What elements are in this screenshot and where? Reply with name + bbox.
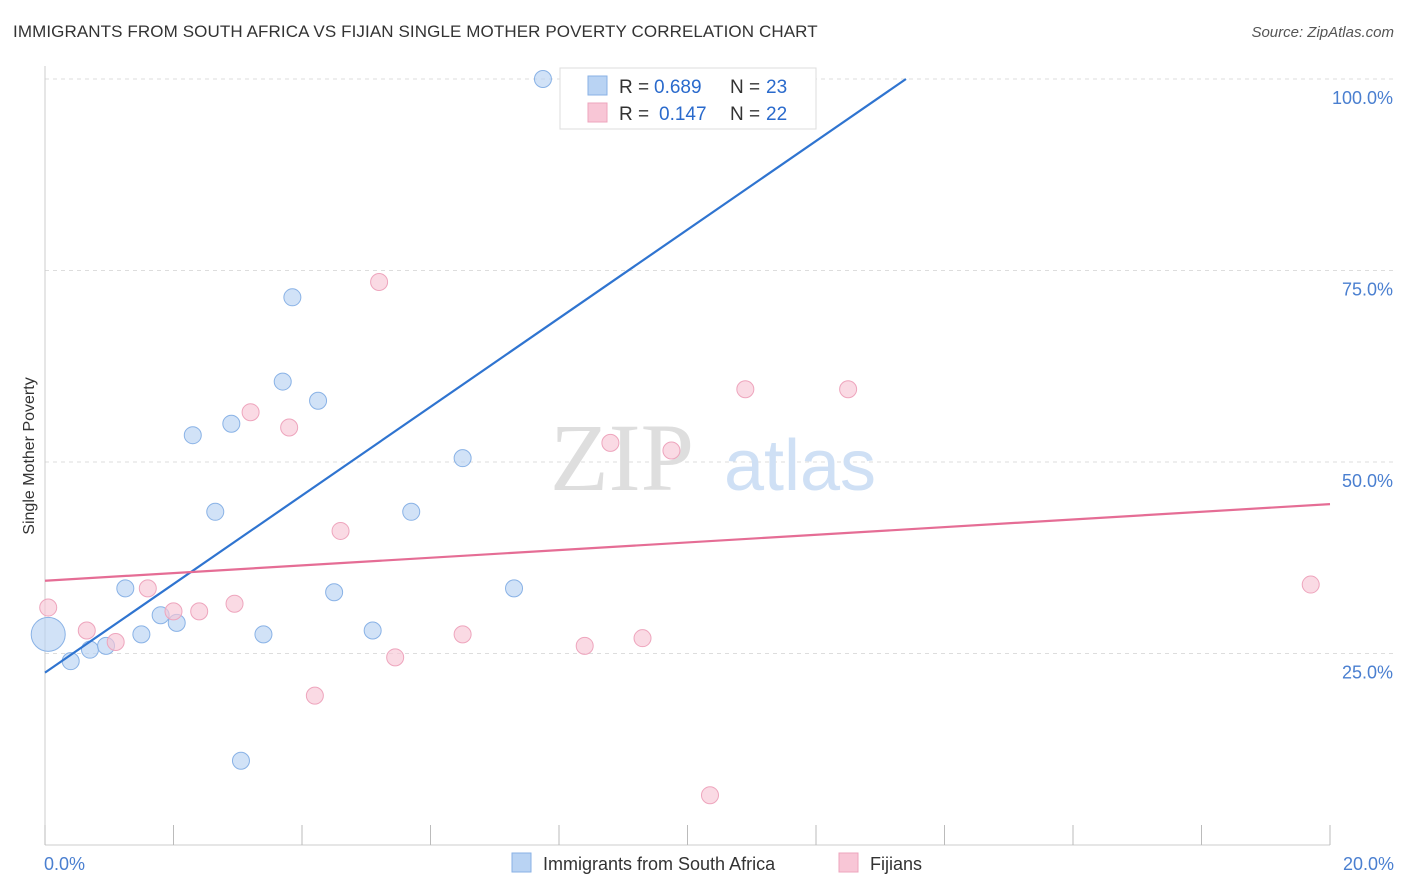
point-pink xyxy=(138,579,157,598)
legend-n-label: N = xyxy=(730,77,760,98)
point-blue xyxy=(363,621,382,640)
point-pink xyxy=(190,602,209,621)
point-pink xyxy=(305,686,324,705)
x-tick-label-max: 20.0% xyxy=(1343,854,1394,874)
chart-title: IMMIGRANTS FROM SOUTH AFRICA VS FIJIAN S… xyxy=(13,22,818,41)
point-blue xyxy=(505,579,524,598)
legend-swatch-pink xyxy=(587,102,608,123)
point-pink xyxy=(839,380,858,399)
point-pink xyxy=(453,625,472,644)
legend-r-label: R = xyxy=(619,104,649,125)
watermark-atlas: atlas xyxy=(724,426,876,506)
point-pink xyxy=(280,418,299,437)
point-blue xyxy=(183,426,202,445)
point-blue xyxy=(116,579,135,598)
watermark: ZIP atlas xyxy=(550,404,876,511)
trend-line-blue xyxy=(44,78,907,674)
point-blue xyxy=(309,391,328,410)
point-pink xyxy=(633,629,652,648)
bottom-legend-label-blue: Immigrants from South Africa xyxy=(543,854,776,874)
point-blue xyxy=(30,616,66,652)
point-pink xyxy=(241,403,260,422)
point-pink xyxy=(39,598,58,617)
legend-r-value-blue: 0.689 xyxy=(654,77,702,98)
point-pink xyxy=(77,621,96,640)
point-pink xyxy=(106,633,125,652)
bottom-legend-swatch-blue xyxy=(511,852,532,873)
point-pink xyxy=(164,602,183,621)
point-pink xyxy=(736,380,755,399)
point-blue xyxy=(254,625,273,644)
point-pink xyxy=(1301,575,1320,594)
axes xyxy=(44,66,1331,846)
point-blue xyxy=(283,288,302,307)
point-blue xyxy=(206,502,225,521)
legend-r-value-pink: 0.147 xyxy=(659,104,707,125)
trend-lines xyxy=(44,78,1331,674)
point-blue xyxy=(533,70,552,88)
point-blue xyxy=(80,640,99,659)
point-blue xyxy=(325,583,344,602)
y-tick-label: 75.0% xyxy=(1342,280,1393,300)
point-pink xyxy=(225,594,244,613)
data-points xyxy=(30,70,1320,805)
point-pink xyxy=(331,521,350,540)
y-axis-label: Single Mother Poverty xyxy=(21,377,38,534)
y-tick-label: 50.0% xyxy=(1342,471,1393,491)
point-blue xyxy=(273,372,292,391)
point-pink xyxy=(601,433,620,452)
point-pink xyxy=(575,636,594,655)
source-label: Source: ZipAtlas.com xyxy=(1251,24,1394,41)
point-pink xyxy=(662,441,681,460)
bottom-legend-swatch-pink xyxy=(838,852,859,873)
legend-r-label: R = xyxy=(619,77,649,98)
point-blue xyxy=(132,625,151,644)
y-tick-label: 100.0% xyxy=(1332,88,1393,108)
x-tick-label-min: 0.0% xyxy=(44,854,85,874)
y-tick-labels: 25.0% 50.0% 75.0% 100.0% xyxy=(1332,88,1393,683)
point-pink xyxy=(386,648,405,667)
trend-line-pink xyxy=(44,503,1331,582)
point-blue xyxy=(231,751,250,770)
bottom-legend-label-pink: Fijians xyxy=(870,854,922,874)
point-blue xyxy=(402,502,421,521)
point-pink xyxy=(700,786,719,805)
point-blue xyxy=(453,449,472,468)
point-blue xyxy=(222,414,241,433)
bottom-legend: Immigrants from South Africa Fijians xyxy=(511,852,922,874)
legend-swatch-blue xyxy=(587,75,608,96)
point-pink xyxy=(370,272,389,291)
y-tick-label: 25.0% xyxy=(1342,663,1393,683)
legend-n-label: N = xyxy=(730,104,760,125)
legend-n-value-blue: 23 xyxy=(766,77,787,98)
grid-lines xyxy=(45,78,1395,654)
legend-n-value-pink: 22 xyxy=(766,104,787,125)
top-legend: R = 0.689 N = 23 R = 0.147 N = 22 xyxy=(559,67,817,130)
